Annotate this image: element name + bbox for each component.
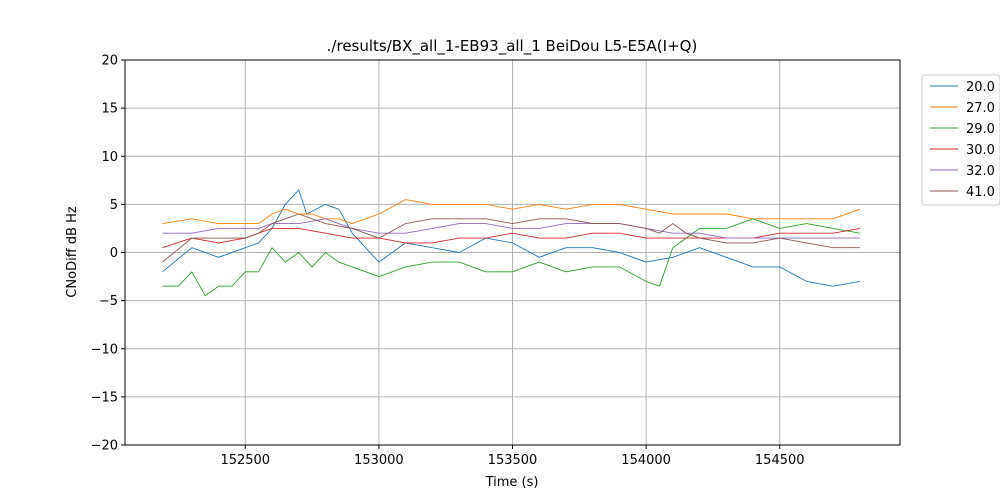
series-line-29-0 [162,218,860,297]
x-axis-label: Time (s) [485,475,539,490]
x-tick-label: 154500 [755,453,805,468]
y-tick-label: 15 [101,102,118,117]
y-tick-label: 20 [101,54,118,69]
series-layer [162,189,861,297]
legend-entry-label: 29.0 [966,122,995,137]
y-tick-label: −10 [91,342,118,357]
legend-entry-label: 41.0 [966,185,995,200]
y-tick-label: −5 [99,294,118,309]
y-axis: −20 −15 −10 −5 0 5 10 15 20 [91,54,125,454]
y-tick-label: 10 [101,150,118,165]
y-tick-label: 0 [110,246,118,261]
chart-title: ./results/BX_all_1-EB93_all_1 BeiDou L5-… [327,37,698,56]
x-tick-label: 154000 [621,453,671,468]
legend-entry-label: 20.0 [966,80,995,95]
y-tick-label: −20 [91,439,118,454]
series-line-27-0 [162,199,861,225]
x-tick-label: 153000 [354,453,404,468]
legend-entry-label: 27.0 [966,101,995,116]
legend: 20.0 27.0 29.0 30.0 32.0 41.0 [921,74,1000,206]
legend-frame [921,74,1000,206]
x-tick-label: 153500 [488,453,538,468]
y-tick-label: 5 [110,198,118,213]
series-line-41-0 [162,213,860,263]
series-line-20-0 [162,189,860,287]
x-axis: 152500 153000 153500 154000 154500 [220,445,805,468]
y-tick-label: −15 [91,390,118,405]
y-axis-label: CNoDiff dB Hz [65,206,80,298]
series-line-32-0 [162,218,860,239]
x-tick-label: 152500 [220,453,270,468]
legend-entry-label: 30.0 [966,143,995,158]
legend-entry-label: 32.0 [966,164,995,179]
